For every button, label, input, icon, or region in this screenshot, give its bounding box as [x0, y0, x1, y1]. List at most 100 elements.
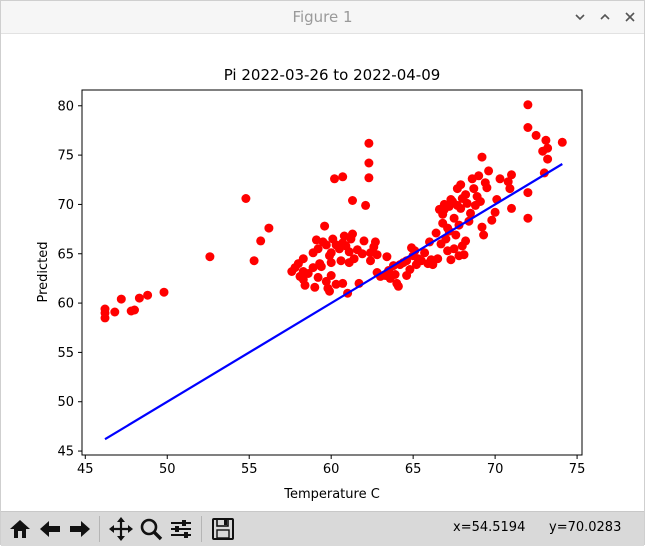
pan-button[interactable]: [108, 516, 134, 542]
data-point: [420, 248, 430, 258]
data-point: [313, 272, 323, 282]
data-point: [449, 213, 459, 223]
maximize-button[interactable]: [595, 7, 615, 27]
regression-line: [104, 163, 563, 441]
y-tick-label: 60: [57, 297, 74, 312]
data-point: [143, 290, 153, 300]
data-point: [531, 130, 541, 140]
title-bar[interactable]: Figure 1: [1, 1, 644, 34]
data-point: [100, 304, 110, 314]
window-title: Figure 1: [292, 8, 353, 26]
data-point: [308, 263, 318, 273]
x-tick-label: 65: [405, 462, 422, 477]
data-point: [484, 166, 494, 176]
data-point: [310, 282, 320, 292]
chart-title: Pi 2022-03-26 to 2022-04-09: [224, 66, 441, 84]
data-point: [487, 215, 497, 225]
y-tick-label: 75: [57, 149, 74, 164]
configure-subplots-button[interactable]: [168, 516, 194, 542]
data-point: [382, 252, 392, 262]
data-point: [326, 248, 336, 258]
data-point: [523, 100, 533, 110]
back-button[interactable]: [37, 516, 63, 542]
data-point: [523, 213, 533, 223]
save-button[interactable]: [210, 516, 236, 542]
data-point: [462, 198, 472, 208]
data-point: [326, 271, 336, 280]
data-point: [316, 262, 326, 272]
data-point: [116, 294, 126, 304]
forward-arrow-icon: [70, 521, 90, 537]
data-point: [338, 278, 348, 288]
x-tick-label: 70: [487, 462, 504, 477]
data-point: [264, 223, 274, 233]
data-point: [241, 194, 251, 203]
data-point: [543, 154, 553, 164]
data-point: [557, 137, 567, 147]
cursor-x-readout: x=54.5194: [453, 520, 526, 535]
minimize-button[interactable]: [570, 7, 590, 27]
data-point: [130, 305, 139, 315]
data-point: [348, 229, 357, 239]
data-point: [372, 250, 382, 260]
y-tick-label: 80: [57, 99, 74, 114]
data-point: [474, 171, 484, 181]
data-point: [336, 256, 346, 266]
data-point: [431, 228, 441, 238]
data-point: [456, 180, 466, 190]
data-point: [428, 260, 438, 270]
y-tick-label: 70: [57, 198, 74, 213]
data-point: [357, 249, 367, 259]
data-point: [503, 177, 513, 187]
forward-button[interactable]: [67, 516, 93, 542]
data-point: [495, 174, 505, 184]
data-point: [523, 123, 533, 132]
configure-subplots-icon: [171, 520, 191, 538]
data-point: [344, 247, 354, 257]
x-tick-label: 60: [323, 462, 340, 477]
save-icon: [212, 518, 234, 540]
data-point: [348, 196, 357, 205]
data-point: [256, 236, 266, 246]
data-point: [507, 170, 516, 180]
data-point: [482, 183, 492, 193]
data-point: [390, 270, 400, 279]
y-axis-label: Predicted: [36, 241, 51, 302]
data-point: [523, 188, 533, 198]
data-point: [370, 237, 380, 247]
chevron-down-icon: [575, 14, 585, 21]
data-point: [477, 152, 487, 162]
x-axis-label: Temperature C: [283, 487, 380, 502]
data-point: [507, 203, 516, 213]
cursor-y-readout: y=70.0283: [549, 520, 622, 535]
data-point: [479, 230, 489, 240]
zoom-button[interactable]: [138, 516, 164, 542]
data-point: [364, 173, 374, 183]
data-point: [459, 250, 469, 260]
plot-marks: [100, 100, 567, 441]
close-button[interactable]: [620, 7, 640, 27]
data-point: [313, 244, 323, 254]
x-tick-label: 45: [77, 462, 94, 477]
data-point: [325, 286, 334, 296]
data-point: [449, 244, 459, 254]
y-tick-label: 45: [57, 445, 74, 460]
y-tick-label: 55: [57, 346, 74, 361]
data-point: [321, 240, 331, 250]
data-point: [205, 252, 215, 262]
data-point: [475, 197, 485, 206]
home-button[interactable]: [7, 516, 33, 542]
figure-canvas[interactable]: Pi 2022-03-26 to 2022-04-09 45 50 55 60 65 70…: [1, 34, 644, 511]
data-point: [461, 190, 471, 200]
navigation-toolbar: x=54.5194 y=70.0283: [1, 511, 644, 546]
data-point: [456, 203, 466, 213]
data-point: [110, 307, 120, 317]
x-tick-label: 50: [159, 462, 176, 477]
y-tick-label: 65: [57, 247, 74, 262]
data-point: [505, 184, 515, 194]
data-point: [366, 256, 375, 266]
data-point: [331, 279, 341, 289]
data-point: [469, 184, 479, 194]
axis-ticks: 45 50 55 60 65 70 75 45 50 55 60 65 70 75 80: [57, 99, 585, 477]
